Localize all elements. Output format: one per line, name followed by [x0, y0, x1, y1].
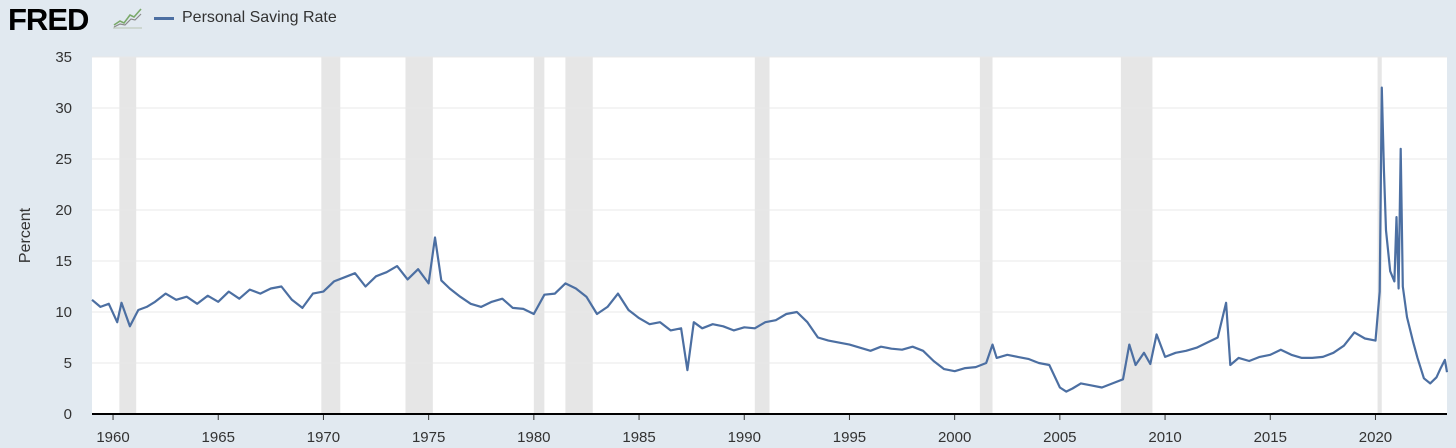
x-tick-label: 2000: [938, 429, 971, 446]
y-tick-labels: 0 5 10 15 20 25 30 35: [55, 49, 72, 423]
x-tick-label: 2020: [1359, 429, 1392, 446]
x-tick-label: 1985: [622, 429, 655, 446]
x-tick-label: 2015: [1254, 429, 1287, 446]
y-tick-label: 15: [55, 253, 72, 270]
recession-band: [321, 57, 340, 414]
y-tick-label: 10: [55, 304, 72, 321]
x-tick-labels: 1960 1965 1970 1975 1980 1985 1990 1995 2000 2005…: [96, 414, 1392, 446]
y-tick-label: 30: [55, 100, 72, 117]
x-tick-label: 1965: [202, 429, 235, 446]
y-tick-label: 20: [55, 202, 72, 219]
x-tick-label: 2005: [1043, 429, 1076, 446]
x-tick-label: 1995: [833, 429, 866, 446]
x-tick-label: 1975: [412, 429, 445, 446]
x-tick-label: 1990: [728, 429, 761, 446]
x-tick-label: 1970: [307, 429, 340, 446]
y-tick-label: 25: [55, 151, 72, 168]
y-axis-label: Percent: [17, 207, 34, 263]
recession-band: [406, 57, 433, 414]
recession-band: [565, 57, 592, 414]
recession-band: [119, 57, 136, 414]
recession-band: [755, 57, 770, 414]
y-tick-label: 35: [55, 49, 72, 66]
x-tick-label: 1980: [517, 429, 550, 446]
y-tick-label: 5: [64, 355, 72, 372]
x-tick-label: 1960: [96, 429, 129, 446]
recession-band: [534, 57, 545, 414]
y-tick-label: 0: [64, 406, 72, 423]
x-tick-label: 2010: [1148, 429, 1181, 446]
